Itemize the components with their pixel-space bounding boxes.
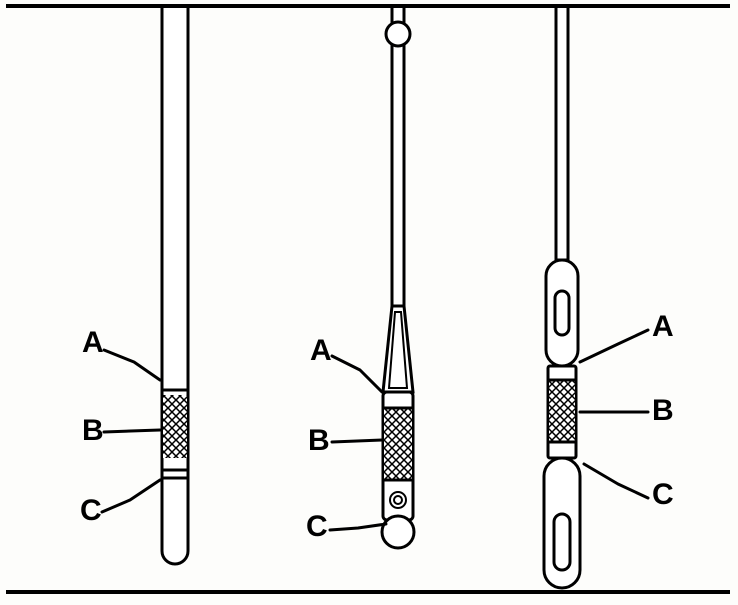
label-b: B <box>652 394 674 427</box>
label-c: C <box>80 494 102 527</box>
label-a: A <box>652 310 674 343</box>
label-a: A <box>82 326 104 359</box>
label-b: B <box>82 414 104 447</box>
label-c: C <box>306 510 328 543</box>
dipstick-diagram: A B C A B C A B C <box>0 0 738 600</box>
label-c: C <box>652 478 674 511</box>
label-a: A <box>310 334 332 367</box>
dipstick-1 <box>162 6 188 564</box>
label-b: B <box>308 424 330 457</box>
